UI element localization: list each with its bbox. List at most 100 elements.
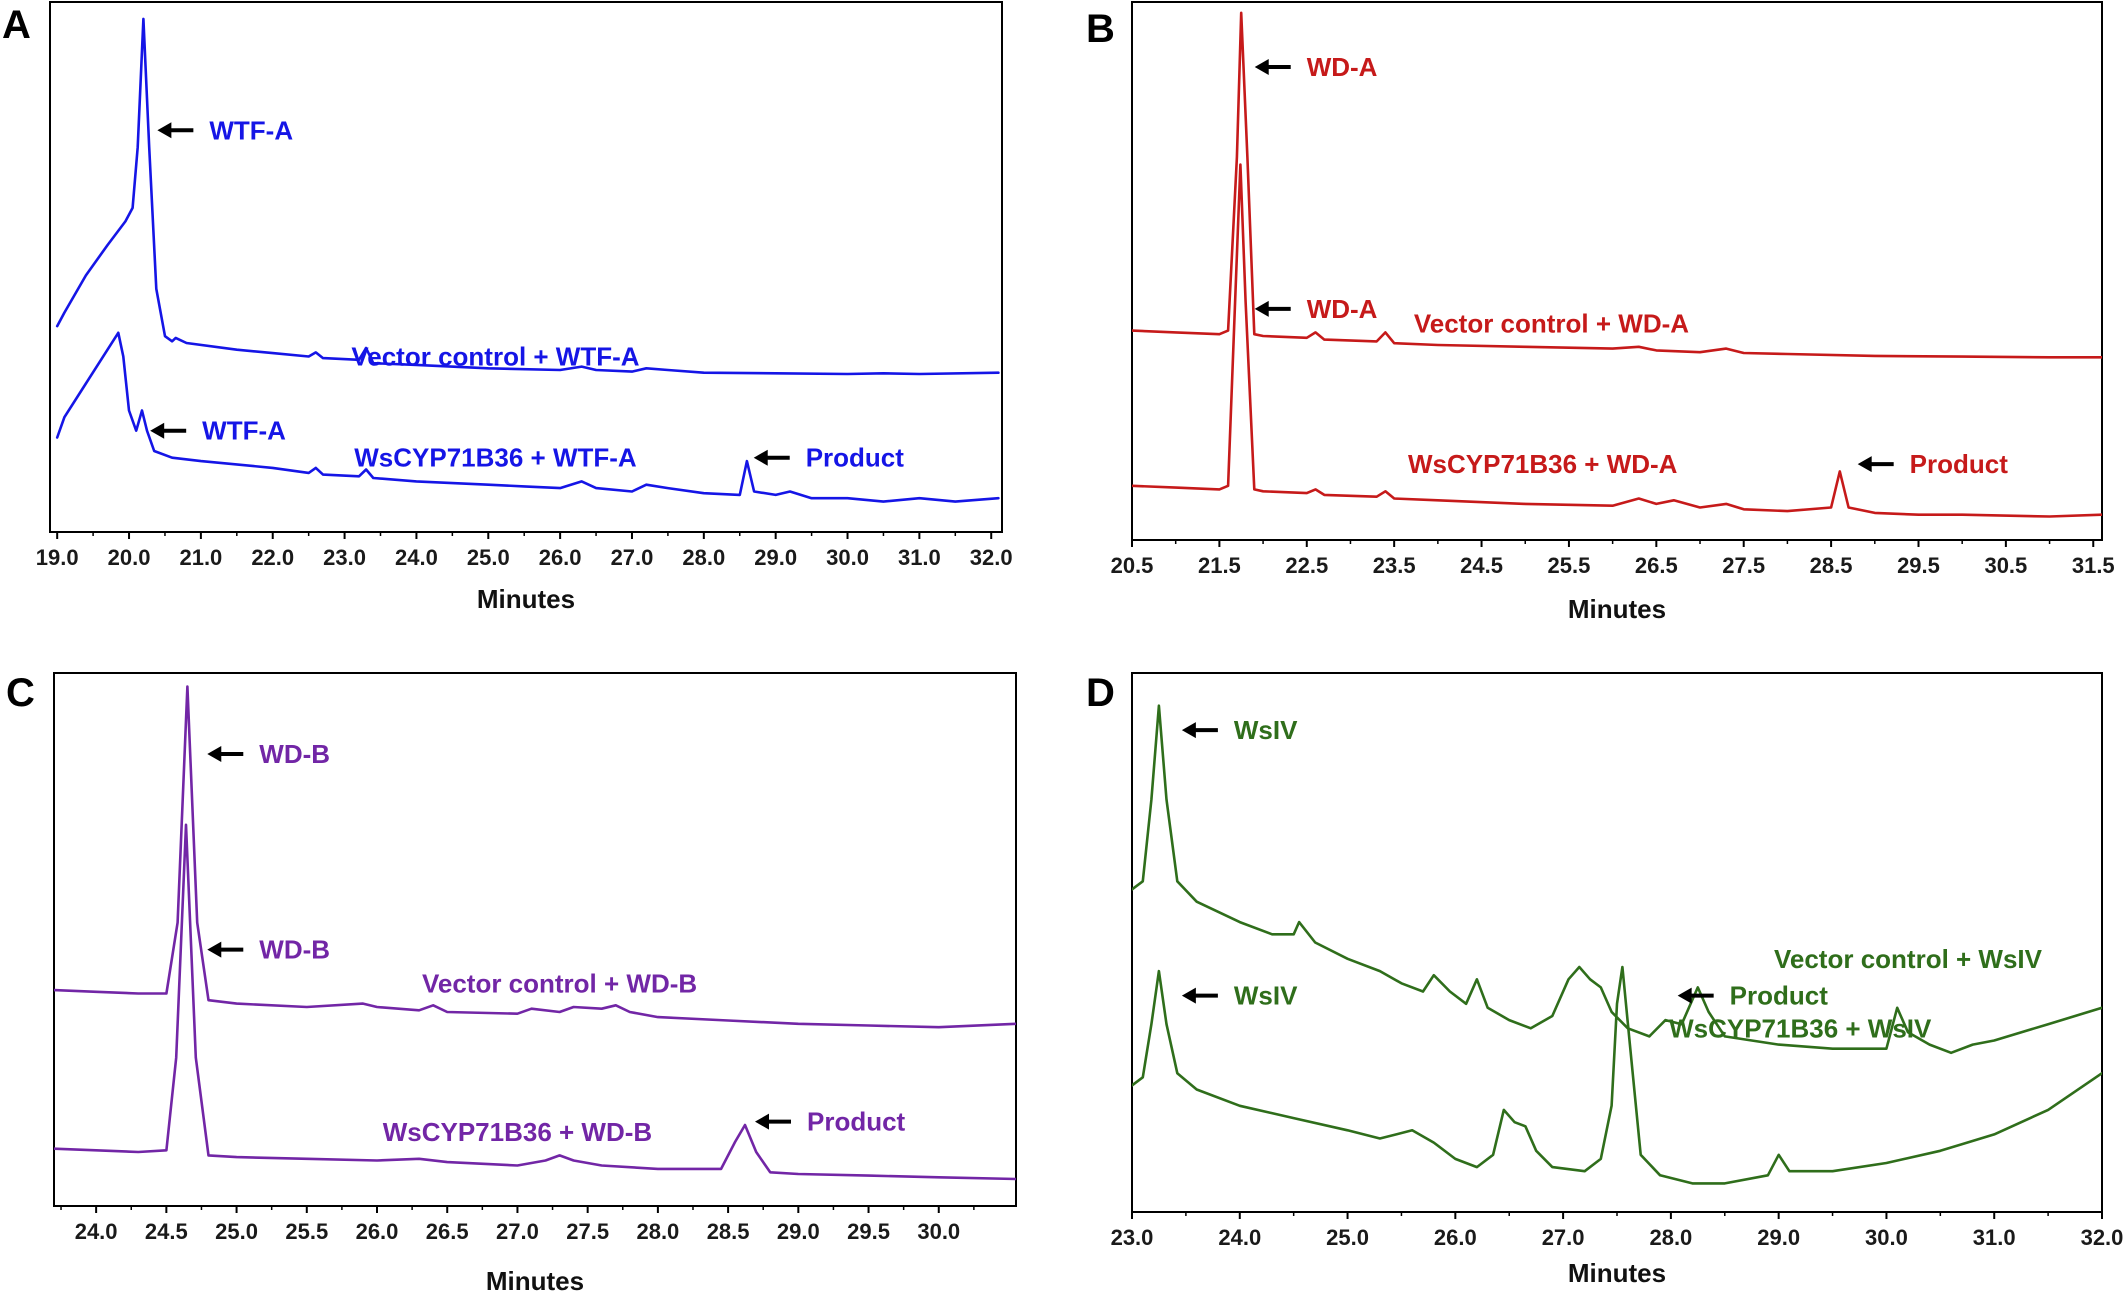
- plot-frame: [49, 1, 1003, 533]
- x-tick-label: 25.0: [215, 1219, 258, 1244]
- annotation-arrowhead: [150, 422, 165, 439]
- x-tick-label: 27.0: [496, 1219, 539, 1244]
- series-label: Vector control + WsIV: [1774, 944, 2043, 974]
- annotation-label: Product: [807, 1107, 906, 1137]
- annotation-arrowhead: [753, 449, 768, 466]
- panel-letter: A: [2, 3, 31, 47]
- annotation-label: WsIV: [1234, 981, 1298, 1011]
- x-tick-label: 21.0: [179, 545, 222, 570]
- annotation-label: Product: [1730, 981, 1829, 1011]
- annotation-label: Product: [1910, 449, 2009, 479]
- x-tick-label: 29.5: [1897, 553, 1940, 578]
- annotation-arrowhead: [1254, 300, 1269, 317]
- x-tick-label: 28.0: [682, 545, 725, 570]
- x-tick-label: 29.0: [754, 545, 797, 570]
- x-tick-label: 25.5: [285, 1219, 328, 1244]
- trace-vector-control: [55, 17, 1000, 376]
- plot-frame: [1131, 1, 2103, 541]
- x-tick-label: 26.0: [356, 1219, 399, 1244]
- x-tick-label: 23.5: [1373, 553, 1416, 578]
- x-tick-label: 28.0: [1649, 1225, 1692, 1250]
- annotation-arrowhead: [157, 122, 172, 139]
- x-axis-title: Minutes: [477, 584, 575, 614]
- trace-vector-control: [1132, 11, 2102, 359]
- x-tick-label: 22.0: [251, 545, 294, 570]
- series-label: WsCYP71B36 + WD-A: [1408, 449, 1678, 479]
- annotation-label: WD-B: [259, 935, 330, 965]
- series-label: WsCYP71B36 + WsIV: [1669, 1013, 1932, 1043]
- x-tick-label: 20.0: [108, 545, 151, 570]
- x-tick-label: 31.0: [1973, 1225, 2016, 1250]
- panel-letter: C: [6, 671, 35, 715]
- plot-frame: [1131, 672, 2103, 1213]
- annotation-arrowhead: [1857, 456, 1872, 473]
- trace-vector-control: [54, 685, 1016, 1029]
- x-tick-label: 27.5: [1722, 553, 1765, 578]
- annotation-label: WsIV: [1234, 715, 1298, 745]
- x-tick-label: 24.5: [145, 1219, 188, 1244]
- x-tick-label: 28.0: [636, 1219, 679, 1244]
- x-tick-label: 26.5: [426, 1219, 469, 1244]
- x-tick-label: 19.0: [36, 545, 79, 570]
- x-tick-label: 32.0: [970, 545, 1013, 570]
- x-tick-label: 27.0: [1542, 1225, 1585, 1250]
- x-tick-label: 26.5: [1635, 553, 1678, 578]
- annotation-arrowhead: [207, 941, 222, 958]
- x-tick-label: 28.5: [1810, 553, 1853, 578]
- trace-vector-control: [1132, 704, 2102, 1055]
- trace-wscyp71b36: [1132, 965, 2102, 1185]
- x-tick-label: 30.5: [1984, 553, 2027, 578]
- annotation-label: WD-A: [1307, 52, 1378, 82]
- x-tick-label: 22.5: [1285, 553, 1328, 578]
- x-tick-label: 26.0: [1434, 1225, 1477, 1250]
- x-tick-label: 24.0: [75, 1219, 118, 1244]
- x-tick-label: 30.0: [1865, 1225, 1908, 1250]
- x-axis-title: Minutes: [486, 1266, 584, 1295]
- annotation-label: WD-B: [259, 739, 330, 769]
- x-tick-label: 32.0: [2081, 1225, 2124, 1250]
- x-tick-label: 24.0: [395, 545, 438, 570]
- x-tick-label: 23.0: [323, 545, 366, 570]
- x-tick-label: 31.0: [898, 545, 941, 570]
- panel-C: C 24.0 24.5 25.0 25.5 26.0 26.5 27.0 27.5 28.0 28.…: [6, 671, 1017, 1295]
- plot-frame: [53, 672, 1017, 1207]
- panel-B: B 20.5 21.5 22.5 23.5 24.5 25.5 26.5 27.5 28.5 29.…: [1086, 1, 2115, 624]
- x-tick-label: 29.0: [777, 1219, 820, 1244]
- x-tick-label: 23.0: [1111, 1225, 1154, 1250]
- x-tick-label: 30.0: [917, 1219, 960, 1244]
- x-tick-label: 24.5: [1460, 553, 1503, 578]
- annotation-arrowhead: [207, 745, 222, 762]
- x-tick-label: 28.5: [707, 1219, 750, 1244]
- x-tick-label: 21.5: [1198, 553, 1241, 578]
- x-axis-title: Minutes: [1568, 1258, 1666, 1288]
- x-tick-label: 25.0: [467, 545, 510, 570]
- x-tick-label: 31.5: [2072, 553, 2115, 578]
- panel-A: A 19.0 20.0 21.0 22.0 23.0 24.0 25.0 26.0 27.0 28.…: [2, 1, 1013, 614]
- annotation-label: WD-A: [1307, 294, 1378, 324]
- series-label: WsCYP71B36 + WD-B: [383, 1117, 652, 1147]
- x-tick-label: 24.0: [1218, 1225, 1261, 1250]
- x-tick-label: 20.5: [1111, 553, 1154, 578]
- x-tick-label: 26.0: [539, 545, 582, 570]
- panel-letter: B: [1086, 7, 1115, 51]
- series-label: Vector control + WD-B: [422, 968, 697, 998]
- x-axis-title: Minutes: [1568, 594, 1666, 624]
- trace-wscyp71b36: [1132, 163, 2102, 518]
- x-tick-label: 27.0: [611, 545, 654, 570]
- panel-D: D 23.0 24.0 25.0 26.0 27.0 28.0 29.0 30.0 31.0 32.…: [1086, 671, 2123, 1288]
- x-tick-label: 27.5: [566, 1219, 609, 1244]
- annotation-arrowhead: [1181, 722, 1196, 739]
- annotation-label: Product: [806, 443, 905, 473]
- annotation-label: WTF-A: [209, 115, 293, 145]
- trace-wscyp71b36: [54, 823, 1016, 1181]
- annotation-label: WTF-A: [202, 416, 286, 446]
- series-label: WsCYP71B36 + WTF-A: [354, 443, 637, 473]
- series-label: Vector control + WTF-A: [351, 341, 639, 371]
- x-tick-label: 30.0: [826, 545, 869, 570]
- panel-letter: D: [1086, 671, 1115, 715]
- annotation-arrowhead: [754, 1113, 769, 1130]
- x-tick-label: 29.5: [847, 1219, 890, 1244]
- trace-wscyp71b36: [55, 331, 1000, 503]
- x-tick-label: 25.0: [1326, 1225, 1369, 1250]
